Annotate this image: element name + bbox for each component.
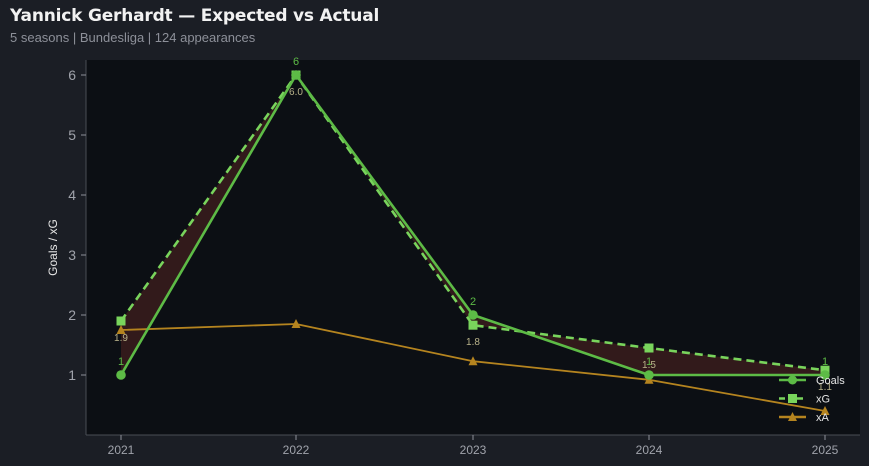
x-tick-label: 2023 xyxy=(460,443,487,457)
y-axis-label: Goals / xG xyxy=(46,219,60,276)
goals-point xyxy=(116,370,126,380)
x-tick-label: 2022 xyxy=(283,443,310,457)
xg-point xyxy=(116,316,126,326)
legend-marker xyxy=(788,412,797,421)
goals-point xyxy=(468,310,478,320)
x-tick-label: 2025 xyxy=(812,443,839,457)
y-tick-label: 6 xyxy=(68,67,76,83)
goals-data-label: 6 xyxy=(293,56,299,68)
chart-subtitle: 5 seasons | Bundesliga | 124 appearances xyxy=(10,30,256,45)
xg-data-label: 6.0 xyxy=(289,87,303,98)
xg-data-label: 1.8 xyxy=(466,337,480,348)
xg-point xyxy=(644,343,654,353)
xg-series-line xyxy=(119,73,826,372)
xa-point xyxy=(116,325,126,334)
goals-data-label: 1 xyxy=(646,356,652,368)
goals-point xyxy=(291,70,301,80)
y-tick-label: 1 xyxy=(68,367,76,383)
chart-title: Yannick Gerhardt — Expected vs Actual xyxy=(10,6,380,26)
legend-label: xG xyxy=(816,394,830,406)
legend-marker xyxy=(788,394,797,403)
xa-point xyxy=(820,406,830,415)
y-tick-label: 2 xyxy=(68,307,76,323)
xg-data-label: 1.1 xyxy=(818,382,832,393)
legend-label: Goals xyxy=(816,375,845,387)
goals-data-label: 1 xyxy=(118,356,124,368)
y-tick-label: 5 xyxy=(68,127,76,143)
goals-point xyxy=(644,370,654,380)
xg-point xyxy=(468,320,478,330)
xa-point xyxy=(291,319,301,328)
y-tick-label: 4 xyxy=(68,187,76,203)
x-tick-label: 2024 xyxy=(636,443,663,457)
xg-data-label: 1.9 xyxy=(114,333,128,344)
goals-data-label: 1 xyxy=(822,356,828,368)
goals-point xyxy=(820,370,830,380)
legend-label: xA xyxy=(816,412,830,424)
xg-data-label: 1.5 xyxy=(642,360,656,371)
xa-point xyxy=(468,356,478,366)
goals-data-label: 2 xyxy=(470,296,476,308)
plot-area xyxy=(86,60,860,435)
legend-marker xyxy=(788,375,797,385)
x-tick-label: 2021 xyxy=(108,443,135,457)
y-tick-label: 3 xyxy=(68,247,76,263)
